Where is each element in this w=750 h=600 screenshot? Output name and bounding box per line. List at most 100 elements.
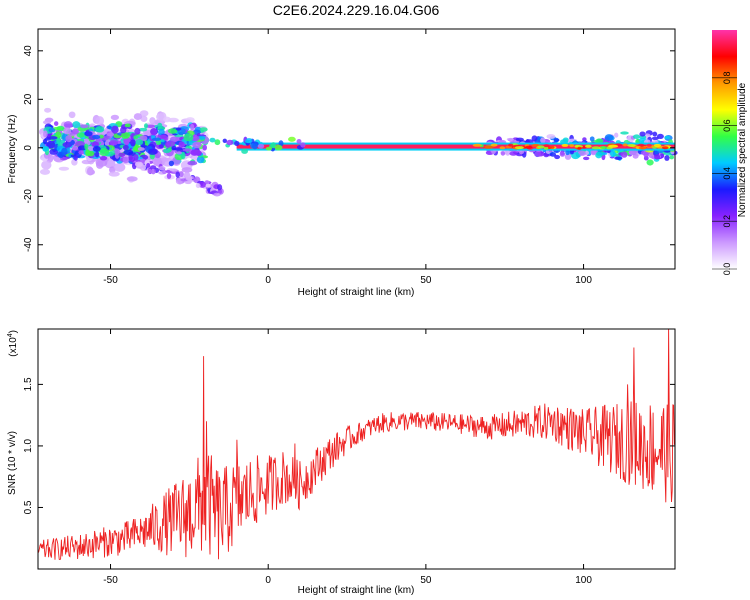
snr-panel: -50 0 50 100 0.5 1.0 1.5 Height of straight li… <box>7 328 676 596</box>
spectral-cell <box>187 160 198 166</box>
spectral-cell <box>591 146 601 150</box>
spectral-cell <box>42 146 50 152</box>
spectral-cell <box>171 145 177 151</box>
snr-multiplier-base: (x10 <box>8 337 19 357</box>
spectral-cell <box>196 155 205 164</box>
spectral-cell <box>614 156 623 160</box>
spectral-cell <box>234 140 240 146</box>
x-tick-label: 0 <box>265 575 271 586</box>
spectral-cell <box>561 143 569 147</box>
spectral-cell <box>135 139 144 146</box>
spectral-cell <box>146 162 151 168</box>
spectral-cell <box>609 150 616 157</box>
spectral-cell <box>546 134 556 139</box>
spectral-cell <box>75 140 85 147</box>
spectral-cell <box>108 171 120 177</box>
spectral-cell <box>198 181 207 188</box>
spectral-cell <box>300 142 306 148</box>
spectral-cell <box>175 127 182 131</box>
spectral-cell <box>178 141 185 148</box>
y-tick-label: 20 <box>23 93 34 105</box>
spectral-cell <box>213 192 221 197</box>
spectral-cell <box>44 107 52 113</box>
spectral-cell <box>84 138 90 144</box>
spectral-cell <box>288 136 296 142</box>
spectral-cell <box>583 156 590 161</box>
spectral-cell <box>163 148 171 154</box>
spectral-cell <box>63 127 72 135</box>
spectral-cell <box>627 144 636 147</box>
spectral-cell <box>505 149 511 156</box>
spectral-cell <box>652 131 658 137</box>
snr-line <box>38 329 675 560</box>
spectral-cell <box>73 155 78 161</box>
spectral-cell <box>600 146 608 149</box>
spectral-cell <box>205 183 211 188</box>
spectral-cell <box>86 166 94 176</box>
spectral-cell <box>499 146 506 150</box>
spectral-cell <box>128 156 135 162</box>
spectrogram-axes: -50 0 50 100 -40 -20 0 20 40 <box>23 29 675 286</box>
spectral-cell <box>58 166 70 171</box>
spectral-cell <box>71 145 79 151</box>
spectral-cell <box>669 155 674 160</box>
spectral-cell <box>664 155 670 161</box>
y-tick-label: -20 <box>23 189 34 204</box>
colorbar-tick-label: 0.8 <box>722 72 732 85</box>
spectrogram-marks <box>39 107 678 197</box>
snr-multiplier-exponent: 4 <box>7 333 14 337</box>
x-tick-label: -50 <box>103 575 118 586</box>
spectral-cell <box>158 144 164 149</box>
spectral-cell <box>483 145 494 149</box>
colorbar-tick-label: 0.2 <box>722 215 732 228</box>
spectral-cell <box>241 148 248 154</box>
spectral-cell <box>569 144 575 148</box>
colorbar-tick-label: 0.6 <box>722 119 732 132</box>
spectral-cell <box>245 138 253 142</box>
spectral-cell <box>76 132 85 138</box>
y-tick-label: 40 <box>23 45 34 57</box>
spectral-cell <box>265 146 273 151</box>
colorbar-tick-label: 0.0 <box>722 263 732 276</box>
spectral-cell <box>222 138 228 143</box>
spectral-cell <box>94 151 100 158</box>
spectral-cell <box>549 152 557 157</box>
spectral-cell <box>109 139 118 146</box>
x-tick-label: 50 <box>420 575 432 586</box>
spectral-cell <box>178 171 184 178</box>
spectral-cell <box>123 137 130 145</box>
spectral-cell <box>192 141 202 149</box>
spectral-cell <box>113 162 126 172</box>
spectral-cell <box>183 133 194 142</box>
spectral-cell <box>99 155 108 161</box>
spectral-cell <box>251 143 258 150</box>
y-tick-label: 1.5 <box>23 377 34 391</box>
spectral-cell <box>106 125 112 130</box>
spectral-cell <box>78 150 84 155</box>
spectral-cell <box>84 131 93 137</box>
spectral-cell <box>166 172 172 179</box>
y-tick-label: -40 <box>23 237 34 252</box>
spectral-cell <box>99 148 109 157</box>
spectral-cell <box>176 151 182 155</box>
spectral-cell <box>148 148 158 155</box>
spectral-cell <box>490 143 498 147</box>
spectral-cell <box>217 189 222 195</box>
spectral-cell <box>134 127 141 135</box>
spectral-cell <box>564 153 572 160</box>
spectral-cell <box>202 144 207 151</box>
spectral-cell <box>190 123 195 131</box>
spectral-cell <box>608 144 619 148</box>
spectral-cell <box>72 121 81 129</box>
spectral-cell <box>571 152 580 160</box>
colorbar-label: Normalized spectral amplitude <box>737 82 748 217</box>
spectral-cell <box>39 168 51 175</box>
spectral-cell <box>589 136 595 142</box>
spectral-cell <box>214 139 221 146</box>
spectral-cell <box>140 115 148 122</box>
spectral-cell <box>151 157 162 166</box>
spectral-cell <box>565 149 570 156</box>
x-tick-label: 0 <box>265 275 271 286</box>
spectral-cell <box>143 123 149 129</box>
